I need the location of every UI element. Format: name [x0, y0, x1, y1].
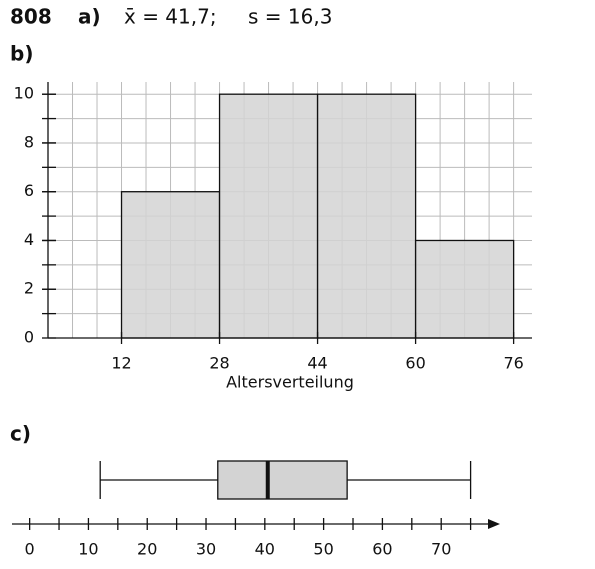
y-tick-label: 4 — [24, 230, 34, 249]
exercise-number: 808 — [10, 5, 52, 29]
x-tick-label: 20 — [137, 540, 157, 559]
y-tick-label: 0 — [24, 328, 34, 347]
bar — [218, 93, 319, 339]
bar — [316, 93, 417, 339]
x-axis-label: Altersverteilung — [226, 373, 354, 392]
x-tick-label: 40 — [255, 540, 275, 559]
mean: x̄ = 41,7; — [124, 5, 217, 29]
x-tick-label: 60 — [405, 354, 425, 373]
std-dev: s = 16,3 — [248, 5, 332, 29]
part-label: b) — [10, 42, 33, 66]
x-tick-label: 70 — [431, 540, 451, 559]
x-tick-label: 30 — [196, 540, 216, 559]
y-tick-label: 2 — [24, 279, 34, 298]
bar — [414, 239, 515, 339]
box — [217, 460, 348, 500]
bar — [120, 191, 221, 339]
x-tick-label: 12 — [111, 354, 131, 373]
x-tick-label: 28 — [209, 354, 229, 373]
y-tick-label: 10 — [14, 84, 34, 103]
x-tick-label: 0 — [25, 540, 35, 559]
y-tick-label: 6 — [24, 181, 34, 200]
x-tick-label: 60 — [372, 540, 392, 559]
part-label: a) — [78, 5, 101, 29]
x-tick-label: 44 — [307, 354, 327, 373]
x-tick-label: 76 — [503, 354, 523, 373]
part-label: c) — [10, 422, 31, 446]
x-tick-label: 10 — [78, 540, 98, 559]
x-tick-label: 50 — [313, 540, 333, 559]
y-tick-label: 8 — [24, 132, 34, 151]
axis-arrow — [488, 519, 500, 529]
